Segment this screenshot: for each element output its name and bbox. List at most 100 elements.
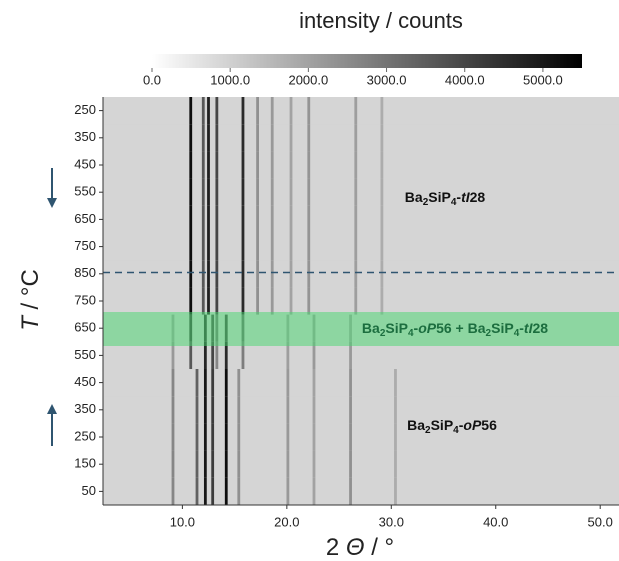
peak-stripe	[270, 233, 274, 261]
peak-stripe	[207, 151, 210, 180]
y-tick-label: 450	[74, 156, 96, 171]
label-part: 2	[326, 534, 346, 561]
peak-stripe	[256, 260, 259, 288]
colorbar-tick-label: 1000.0	[210, 72, 250, 87]
peak-stripe	[171, 369, 175, 397]
peak-stripe	[189, 233, 193, 261]
peak-stripe	[189, 205, 193, 234]
y-tick-label: 50	[82, 483, 96, 498]
peak-stripe	[270, 205, 274, 234]
peak-stripe	[201, 97, 205, 125]
x-tick-label: 50.0	[588, 514, 613, 529]
peak-stripe	[189, 287, 193, 316]
y-tick-label: 750	[74, 292, 96, 307]
label-part: -	[456, 189, 461, 205]
peak-stripe	[354, 97, 358, 125]
label-part: 28	[532, 320, 548, 336]
peak-stripe	[307, 233, 311, 261]
label-part: 2	[423, 197, 429, 208]
row-background	[103, 151, 619, 180]
label-part: SiP	[431, 417, 454, 433]
peak-stripe	[349, 341, 352, 370]
colorbar-tick-label: 5000.0	[523, 72, 563, 87]
peak-stripe	[215, 341, 219, 370]
row-background	[103, 124, 619, 152]
colorbar-title: intensity / counts	[299, 8, 463, 33]
peak-stripe	[394, 450, 397, 479]
row-background	[103, 178, 619, 207]
peak-stripe	[289, 205, 293, 234]
peak-stripe	[211, 450, 215, 479]
peak-stripe	[171, 477, 175, 506]
peak-stripe	[286, 423, 290, 452]
peak-stripe	[207, 178, 210, 207]
label-part: / °	[365, 534, 395, 561]
peak-stripe	[256, 287, 259, 316]
peak-stripe	[224, 369, 228, 397]
peak-stripe	[171, 423, 175, 452]
label-part: -	[459, 417, 464, 433]
label-part: SiP	[428, 189, 451, 205]
peak-stripe	[215, 260, 219, 288]
label-part: tI	[524, 320, 534, 336]
peak-stripe	[189, 124, 193, 152]
peak-stripe	[241, 287, 245, 316]
peak-stripe	[354, 205, 358, 234]
peak-stripe	[201, 205, 205, 234]
peak-stripe	[349, 396, 352, 424]
peak-stripe	[394, 369, 397, 397]
peak-stripe	[307, 151, 311, 180]
label-part: / °C	[17, 269, 44, 316]
colorbar-scale	[152, 54, 582, 68]
peak-stripe	[270, 287, 274, 316]
peak-stripe	[203, 396, 207, 424]
peak-stripe	[256, 124, 259, 152]
peak-stripe	[380, 97, 384, 125]
label-part: 2	[380, 328, 386, 339]
peak-stripe	[289, 178, 293, 207]
y-tick-label: 550	[74, 347, 96, 362]
peak-stripe	[241, 124, 245, 152]
peak-stripe	[201, 260, 205, 288]
peak-stripe	[241, 341, 245, 370]
peak-stripe	[207, 97, 210, 125]
peak-stripe	[307, 205, 311, 234]
peak-stripe	[207, 205, 210, 234]
peak-stripe	[354, 124, 358, 152]
peak-stripe	[211, 423, 215, 452]
peak-stripe	[195, 477, 199, 506]
label-part: Θ	[346, 534, 365, 561]
peak-stripe	[207, 260, 210, 288]
peak-stripe	[201, 124, 205, 152]
peak-stripe	[203, 450, 207, 479]
peak-stripe	[312, 396, 316, 424]
peak-stripe	[224, 396, 228, 424]
row-background	[103, 97, 619, 125]
row-background	[103, 341, 619, 370]
peak-stripe	[215, 97, 219, 125]
label-part: oP	[418, 320, 437, 336]
peak-stripe	[380, 178, 384, 207]
peak-stripe	[189, 97, 193, 125]
peak-stripe	[286, 341, 290, 370]
peak-stripe	[380, 151, 384, 180]
peak-stripe	[380, 205, 384, 234]
peak-stripe	[201, 178, 205, 207]
peak-stripe	[237, 423, 241, 452]
peak-stripe	[195, 369, 199, 397]
label-part: -	[414, 320, 419, 336]
y-tick-label: 450	[74, 374, 96, 389]
peak-stripe	[349, 423, 352, 452]
colorbar-tick-label: 4000.0	[445, 72, 485, 87]
peak-stripe	[394, 423, 397, 452]
label-part: 56	[481, 417, 497, 433]
peak-stripe	[207, 124, 210, 152]
peak-stripe	[211, 369, 215, 397]
peak-stripe	[354, 151, 358, 180]
y-tick-label: 350	[74, 401, 96, 416]
peak-stripe	[224, 423, 228, 452]
x-tick-label: 10.0	[170, 514, 195, 529]
label-part: 56	[436, 320, 452, 336]
peak-stripe	[241, 151, 245, 180]
